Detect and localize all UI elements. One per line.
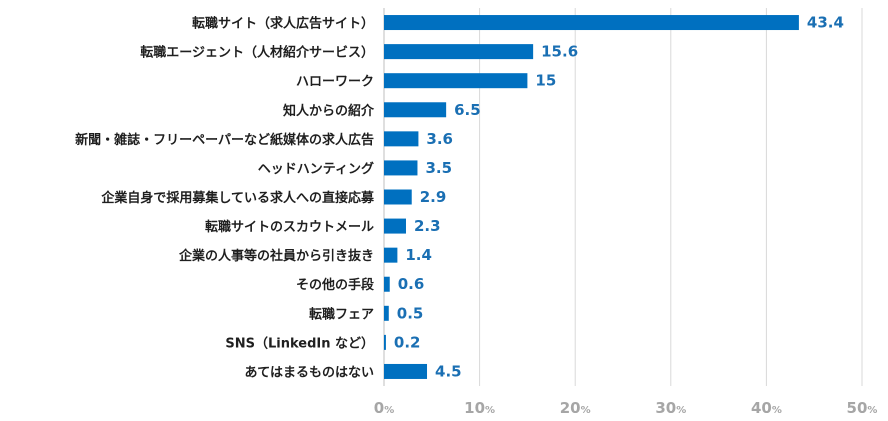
- bar: [384, 160, 418, 176]
- x-tick-unit: %: [581, 405, 591, 416]
- gridlines: [383, 8, 863, 386]
- value-label: 0.2: [394, 333, 421, 351]
- value-label: 2.9: [420, 188, 447, 206]
- x-tick-value: 10: [464, 399, 485, 417]
- bar: [384, 102, 447, 118]
- bar: [384, 15, 799, 31]
- category-label: 転職フェア: [309, 306, 374, 322]
- bar: [384, 247, 398, 263]
- bar: [384, 276, 390, 292]
- x-tick-unit: %: [384, 405, 394, 416]
- category-label: ヘッドハンティング: [258, 161, 374, 177]
- category-label: 転職サイト（求人広告サイト）: [192, 16, 374, 32]
- x-tick-label: 50%: [847, 399, 878, 417]
- value-label: 1.4: [405, 246, 432, 264]
- value-label: 0.6: [398, 275, 425, 293]
- bar: [384, 334, 386, 350]
- value-label: 3.5: [425, 159, 452, 177]
- x-tick-label: 10%: [464, 399, 495, 417]
- bars: [384, 15, 799, 379]
- value-labels: 43.4 15.6 15 6.53.6 3.5 2.9 2.3 1.4 0.6 0.5 0.2 4.5: [394, 14, 844, 381]
- value-label: 0.5: [397, 304, 424, 322]
- x-tick-label: 0%: [374, 399, 394, 417]
- x-tick-label: 20%: [560, 399, 591, 417]
- bar: [384, 73, 528, 89]
- category-label: SNS（LinkedIn など）: [225, 335, 374, 351]
- x-tick-value: 0: [374, 399, 384, 417]
- bar: [384, 305, 389, 321]
- bar: [384, 44, 534, 60]
- x-tick-value: 30: [655, 399, 676, 417]
- category-label: 転職サイトのスカウトメール: [205, 219, 374, 235]
- value-label: 4.5: [435, 362, 462, 380]
- bar: [384, 218, 406, 234]
- category-label: 企業の人事等の社員から引き抜き: [178, 248, 374, 264]
- x-tick-unit: %: [772, 405, 782, 416]
- category-label: その他の手段: [296, 277, 374, 293]
- value-label: 15: [535, 72, 556, 90]
- value-label: 2.3: [414, 217, 441, 235]
- category-label: 転職エージェント（人材紹介サービス）: [140, 45, 374, 61]
- x-tick-unit: %: [867, 405, 877, 416]
- x-tick-label: 40%: [751, 399, 782, 417]
- category-label: あてはまるものはない: [245, 365, 374, 380]
- x-axis-ticks: 0% 10% 20% 30% 40% 50%: [374, 399, 878, 417]
- bar: [384, 189, 412, 205]
- category-label: ハローワーク: [296, 75, 374, 90]
- bar: [384, 131, 419, 147]
- category-label: 企業自身で採用募集している求人への直接応募: [100, 190, 375, 206]
- category-label: 新聞・雑誌・フリーペーパーなど紙媒体の求人広告: [75, 132, 374, 148]
- bar: [384, 363, 428, 379]
- x-tick-value: 20: [560, 399, 581, 417]
- x-tick-unit: %: [676, 405, 686, 416]
- value-label: 3.6: [426, 130, 453, 148]
- x-tick-value: 40: [751, 399, 772, 417]
- category-labels: 転職サイト（求人広告サイト） 転職エージェント（人材紹介サービス） ハローワーク知人…: [75, 16, 375, 381]
- value-label: 15.6: [541, 43, 578, 61]
- x-tick-value: 50: [847, 399, 868, 417]
- value-label: 6.5: [454, 101, 481, 119]
- category-label: 知人からの紹介: [283, 103, 375, 119]
- value-label: 43.4: [807, 14, 844, 32]
- x-tick-unit: %: [485, 405, 495, 416]
- x-tick-label: 30%: [655, 399, 686, 417]
